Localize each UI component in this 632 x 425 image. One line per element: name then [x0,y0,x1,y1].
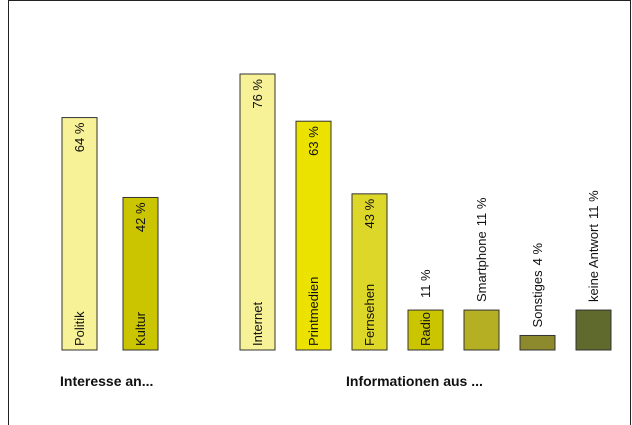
category-label-sonstiges: Sonstiges [530,270,545,328]
value-label-printmedien: 63 % [306,126,321,156]
bar-fernsehen [351,193,388,351]
bar-sonstiges [519,334,556,351]
category-label-radio: Radio [418,312,433,346]
value-label-kultur: 42 % [133,202,148,232]
value-label-politik: 64 % [72,122,87,152]
bar-internet [239,73,276,351]
category-label-kultur: Kultur [133,311,148,346]
category-label-keine-antwort: keine Antwort [586,224,601,302]
bar-keine-antwort [575,309,612,351]
category-label-printmedien: Printmedien [306,277,321,346]
category-label-smartphone: Smartphone [474,231,489,302]
bar-printmedien [295,120,332,351]
value-label-keine-antwort: 11 % [586,190,601,219]
category-label-politik: Politik [72,311,87,346]
value-label-internet: 76 % [250,79,265,109]
bar-politik [61,117,98,351]
value-label-fernsehen: 43 % [362,198,377,228]
value-label-smartphone: 11 % [474,197,489,226]
group-label-interesse: Interesse an... [60,373,154,389]
bar-kultur [122,196,159,351]
value-label-sonstiges: 4 % [530,243,545,266]
bar-radio [407,309,444,351]
value-label-radio: 11 % [418,269,433,298]
category-label-internet: Internet [250,302,265,346]
group-label-informationen: Informationen aus ... [346,373,483,389]
chart-frame [8,0,631,425]
bar-smartphone [463,309,500,351]
category-label-fernsehen: Fernsehen [362,284,377,346]
